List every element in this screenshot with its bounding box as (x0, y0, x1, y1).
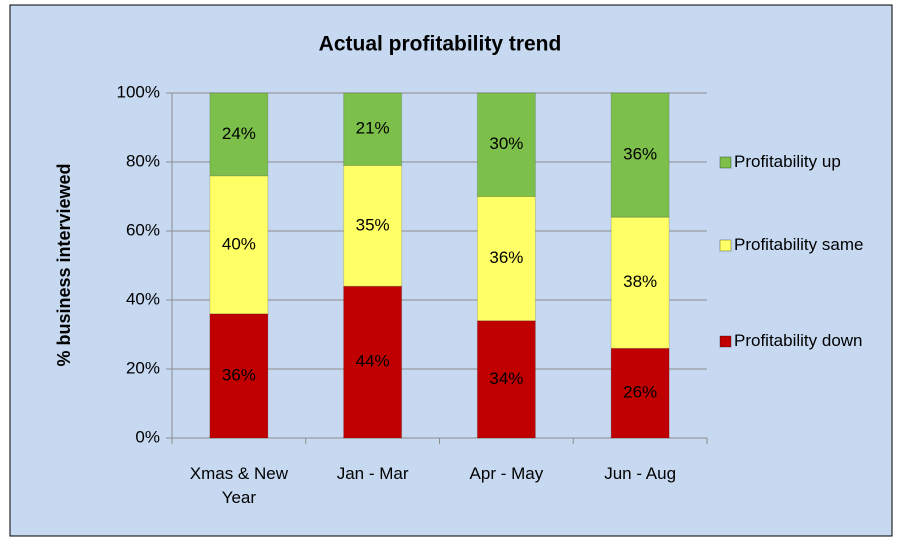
bar-segment (610, 216, 670, 349)
y-tick-label: 20% (126, 358, 160, 377)
data-label: 44% (356, 352, 390, 371)
bar-segment (343, 164, 403, 287)
x-tick-label: Apr - May (469, 464, 544, 483)
bar-segment (343, 92, 403, 166)
bar-segment (209, 175, 269, 315)
y-tick-label: 40% (126, 289, 160, 308)
data-label: 21% (356, 119, 390, 138)
legend-label: Profitability down (734, 331, 863, 350)
y-tick-label: 100% (117, 82, 160, 101)
legend-swatch (719, 335, 732, 348)
data-label: 24% (222, 124, 256, 143)
bar-segment (476, 92, 536, 197)
data-label: 38% (623, 272, 657, 291)
chart-title: Actual profitability trend (319, 33, 562, 56)
data-label: 36% (222, 365, 256, 384)
x-tick-label: Xmas & New Year (189, 464, 288, 507)
bar-segment (610, 92, 670, 218)
legend-label: Profitability up (734, 152, 841, 171)
data-label: 34% (489, 369, 523, 388)
bar-segment (209, 313, 269, 439)
data-label: 26% (623, 383, 657, 402)
data-label: 36% (623, 145, 657, 164)
x-tick-label: Jan - Mar (336, 464, 409, 483)
y-tick-label: 80% (126, 151, 160, 170)
bar-segment (476, 196, 536, 322)
data-label: 30% (489, 134, 523, 153)
x-tick-label: Jun - Aug (604, 464, 677, 483)
legend-label: Profitability same (734, 235, 864, 254)
bar-segment (610, 347, 670, 439)
legend-swatch (719, 239, 732, 252)
bar-segment (476, 320, 536, 439)
y-axis-label: % business interviewed (54, 163, 74, 366)
data-label: 35% (356, 215, 390, 234)
legend-swatch (719, 156, 732, 169)
data-label: 40% (222, 234, 256, 253)
y-tick-label: 60% (126, 220, 160, 239)
bar-segment (343, 285, 403, 439)
data-label: 36% (489, 248, 523, 267)
y-tick-label: 0% (135, 427, 160, 446)
bar-segment (209, 92, 269, 177)
